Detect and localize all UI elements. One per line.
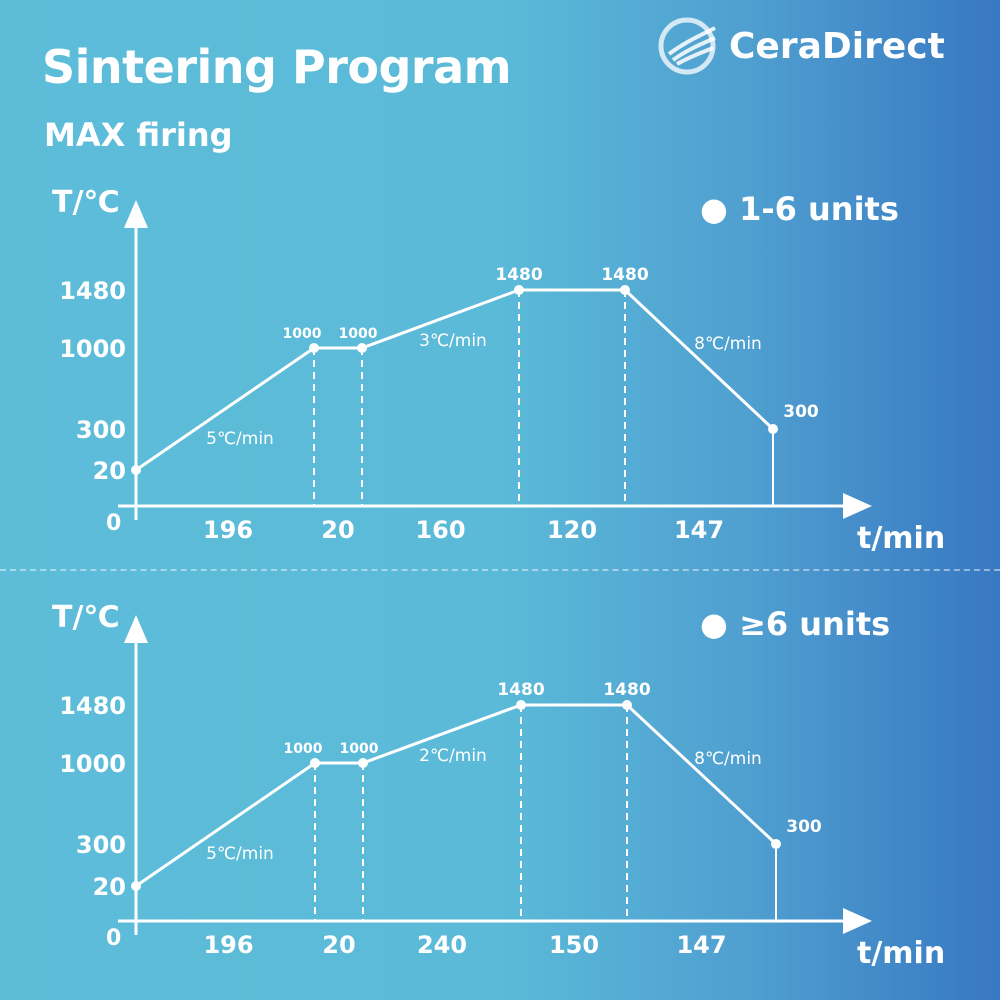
duration-label: 20	[321, 516, 354, 544]
y-tick-label: 1480	[59, 692, 126, 720]
y-tick-label: 1480	[59, 277, 126, 305]
duration-label: 147	[676, 931, 726, 959]
legend-label: ● 1-6 units	[700, 190, 899, 228]
point-value-label: 1000	[340, 741, 379, 757]
point-value-label: 300	[783, 402, 819, 422]
y-tick-label: 20	[93, 873, 126, 901]
data-point	[358, 758, 368, 768]
data-point	[771, 839, 781, 849]
y-tick-label: 1000	[59, 335, 126, 363]
section-divider	[0, 569, 1000, 571]
point-value-label: 300	[786, 817, 822, 837]
point-value-label: 1480	[497, 680, 544, 700]
duration-label: 196	[203, 931, 253, 959]
point-value-label: 1480	[601, 265, 648, 285]
point-value-label: 1000	[284, 741, 323, 757]
origin-label: 0	[106, 926, 121, 951]
data-point	[514, 285, 524, 295]
rate-label: 8℃/min	[694, 749, 762, 769]
y-axis-label: T/℃	[52, 600, 120, 635]
duration-label: 160	[415, 516, 465, 544]
rate-label: 5℃/min	[206, 844, 274, 864]
data-point	[131, 881, 141, 891]
y-axis-arrow	[124, 615, 148, 643]
x-axis-label: t/min	[857, 521, 945, 556]
data-point	[310, 758, 320, 768]
x-axis-arrow	[843, 908, 872, 934]
point-value-label: 1000	[283, 326, 322, 342]
legend-label: ● ≥6 units	[700, 605, 890, 643]
y-tick-label: 300	[76, 416, 126, 444]
x-axis-label: t/min	[857, 936, 945, 971]
x-axis-arrow	[843, 493, 872, 519]
rate-label: 8℃/min	[694, 334, 762, 354]
temperature-curve	[135, 703, 778, 888]
duration-label: 20	[322, 931, 355, 959]
y-tick-label: 1000	[59, 750, 126, 778]
brand-name: CeraDirect	[729, 25, 945, 67]
duration-label: 196	[203, 516, 253, 544]
page-subtitle: MAX firing	[44, 116, 233, 154]
point-value-label: 1480	[603, 680, 650, 700]
point-value-label: 1480	[495, 265, 542, 285]
data-point	[620, 285, 630, 295]
temperature-curve	[135, 288, 775, 472]
brand-logo: CeraDirect	[655, 14, 945, 78]
data-point	[131, 465, 141, 475]
rate-label: 2℃/min	[419, 746, 487, 766]
duration-label: 240	[417, 931, 467, 959]
data-point	[768, 424, 778, 434]
rate-label: 5℃/min	[206, 429, 274, 449]
point-value-label: 1000	[339, 326, 378, 342]
data-point	[357, 343, 367, 353]
y-axis-arrow	[124, 200, 148, 228]
page-title: Sintering Program	[42, 40, 512, 94]
rate-label: 3℃/min	[419, 331, 487, 351]
y-tick-label: 300	[76, 831, 126, 859]
y-axis-label: T/℃	[52, 185, 120, 220]
y-tick-label: 20	[93, 457, 126, 485]
data-point	[309, 343, 319, 353]
duration-label: 120	[547, 516, 597, 544]
origin-label: 0	[106, 511, 121, 536]
duration-label: 150	[549, 931, 599, 959]
logo-icon	[658, 17, 716, 75]
data-point	[516, 700, 526, 710]
duration-label: 147	[674, 516, 724, 544]
data-point	[622, 700, 632, 710]
